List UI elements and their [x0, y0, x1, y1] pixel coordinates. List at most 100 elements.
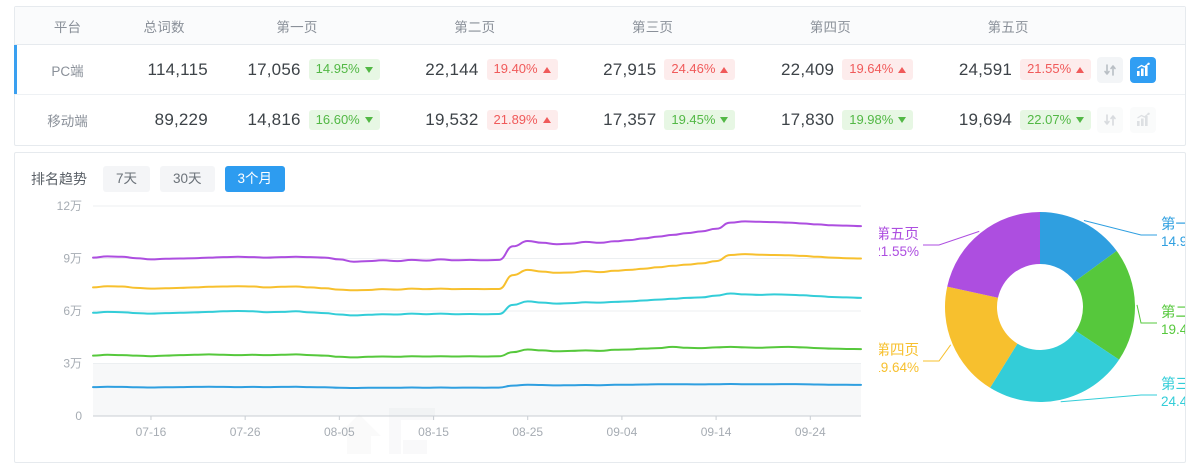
x-tick-label: 09-14: [701, 425, 732, 439]
line-series-第五页: [92, 220, 862, 263]
page-3-percent-value: 19.45%: [671, 111, 716, 127]
line-series-第一页: [92, 383, 862, 390]
page-1-count: 14,816: [247, 110, 301, 129]
tab-7-days[interactable]: 7天: [103, 166, 151, 193]
page-3-count: 27,915: [603, 59, 657, 79]
page-5-percent-badge: 21.55%: [1020, 59, 1092, 80]
x-tick-label: 07-16: [136, 425, 167, 439]
page-2-percent-value: 21.89%: [493, 111, 538, 127]
y-tick-label: 3万: [63, 357, 82, 371]
x-tick-label: 07-26: [230, 425, 261, 439]
page-2-percent-badge: 19.40%: [486, 59, 558, 80]
x-tick-label: 08-25: [512, 425, 543, 439]
y-tick-label: 9万: [63, 252, 82, 266]
trend-toolbar: 排名趋势 7天 30天 3个月: [15, 153, 1185, 193]
donut-label-name-第三页: 第三页: [1161, 375, 1185, 393]
page-4-percent-badge: 19.98%: [842, 109, 914, 131]
trend-down-arrow-icon: [364, 117, 373, 123]
page-2-count: 19,532: [425, 110, 479, 129]
cell-page-3: 17,357 19.45%: [564, 109, 742, 131]
page-2-percent-value: 19.40%: [493, 61, 538, 77]
trend-up-arrow-icon: [898, 66, 907, 73]
sort-updown-icon[interactable]: [1097, 107, 1124, 133]
y-tick-label: 6万: [63, 304, 82, 318]
page-5-percent-value: 21.55%: [1027, 61, 1072, 77]
donut-slice-第五页[interactable]: [947, 212, 1040, 298]
table-row[interactable]: 移动端 89,229 14,816 16.60% 19,532 21.89% 17…: [15, 95, 1185, 145]
page-4-percent-value: 19.64%: [849, 61, 894, 77]
chart-highlight-band: [93, 363, 861, 417]
donut-label-name-第四页: 第四页: [879, 341, 919, 359]
table-row[interactable]: PC端 114,115 17,056 14.95% 22,144 19.40% 2…: [14, 45, 1185, 95]
cell-platform: 移动端: [47, 114, 88, 129]
donut-leader-line: [1060, 394, 1157, 403]
watermark-logo: [337, 408, 435, 455]
x-tick-label: 09-04: [607, 425, 638, 439]
keyword-distribution-table: 平台 总词数 第一页 第二页 第三页 第四页 第五页 PC端 114,115 17…: [14, 6, 1186, 146]
donut-slice-第四页[interactable]: [944, 286, 1018, 388]
x-tick-label: 09-24: [795, 425, 826, 439]
column-header-page-2: 第二页: [454, 19, 496, 35]
column-header-page-3: 第三页: [632, 19, 674, 35]
column-header-page-1: 第一页: [276, 19, 318, 35]
page-2-percent-badge: 21.89%: [486, 109, 558, 131]
page-3-percent-badge: 19.45%: [664, 109, 736, 131]
cell-actions: [1097, 107, 1185, 133]
line-series-第二页: [92, 346, 862, 359]
cell-page-4: 22,409 19.64%: [741, 59, 919, 80]
donut-label-value-第三页: 24.46%: [1161, 394, 1185, 409]
trend-down-arrow-icon: [364, 66, 373, 73]
y-tick-label: 12万: [57, 199, 82, 213]
cell-total-keywords: 114,115: [147, 59, 208, 79]
trend-up-arrow-icon: [1076, 66, 1085, 73]
page-distribution-donut-chart[interactable]: 第一页 14.95% 第二页 19.4% 第三页 24.46% 第四页 19.6…: [879, 192, 1185, 454]
trend-down-arrow-icon: [898, 117, 907, 123]
cell-page-2: 22,144 19.40%: [386, 59, 564, 80]
page-4-count: 17,830: [781, 110, 835, 129]
bar-chart-icon[interactable]: [1130, 56, 1157, 83]
donut-label-value-第四页: 19.64%: [879, 360, 919, 375]
donut-leader-line: [923, 344, 952, 362]
cell-page-5: 19,694 22.07%: [919, 109, 1097, 131]
tab-3-months[interactable]: 3个月: [224, 166, 286, 193]
trend-down-arrow-icon: [1076, 117, 1085, 123]
donut-slice-第一页[interactable]: [1040, 212, 1117, 282]
cell-page-4: 17,830 19.98%: [741, 109, 919, 131]
donut-leader-line: [923, 231, 980, 246]
x-tick-label: 08-15: [418, 425, 449, 439]
bar-chart-icon[interactable]: [1130, 107, 1157, 133]
page-4-percent-badge: 19.64%: [842, 59, 914, 80]
donut-slice-第三页[interactable]: [990, 331, 1120, 403]
donut-label-name-第一页: 第一页: [1161, 215, 1185, 233]
line-series-第四页: [92, 253, 862, 292]
column-header-page-5: 第五页: [987, 19, 1029, 35]
trend-down-arrow-icon: [720, 117, 729, 123]
tab-30-days[interactable]: 30天: [160, 166, 215, 193]
cell-page-2: 19,532 21.89%: [386, 109, 564, 131]
page-2-count: 22,144: [425, 59, 479, 79]
trend-up-arrow-icon: [720, 66, 729, 73]
x-tick-label: 08-05: [324, 425, 355, 439]
page-5-percent-value: 22.07%: [1027, 111, 1072, 127]
cell-page-3: 27,915 24.46%: [564, 59, 742, 80]
donut-slice-第二页[interactable]: [1074, 251, 1135, 360]
page-5-count: 24,591: [958, 59, 1013, 79]
page-3-percent-badge: 24.46%: [664, 59, 736, 80]
cell-total-keywords: 89,229: [154, 110, 208, 129]
trend-title: 排名趋势: [31, 171, 87, 188]
page-5-percent-badge: 22.07%: [1020, 109, 1092, 131]
column-header-total: 总词数: [143, 19, 185, 35]
page-4-percent-value: 19.98%: [849, 111, 894, 127]
donut-label-name-第二页: 第二页: [1161, 303, 1185, 321]
sort-updown-icon[interactable]: [1097, 56, 1124, 83]
table-body: PC端 114,115 17,056 14.95% 22,144 19.40% 2…: [14, 45, 1185, 145]
page-5-count: 19,694: [958, 110, 1013, 129]
donut-leader-line: [1083, 220, 1157, 236]
column-header-page-4: 第四页: [809, 19, 851, 35]
cell-actions: [1097, 56, 1185, 83]
donut-label-value-第五页: 21.55%: [879, 244, 919, 259]
